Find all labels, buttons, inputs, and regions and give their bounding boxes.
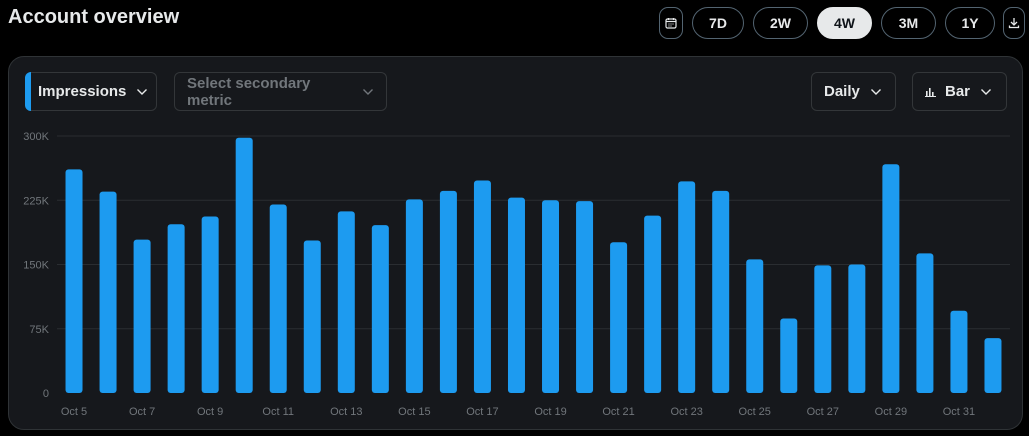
x-tick-label: Oct 15: [398, 406, 430, 418]
x-tick-label: Oct 31: [943, 406, 975, 418]
x-tick-label: Oct 13: [330, 406, 362, 418]
download-button[interactable]: [1003, 7, 1025, 39]
secondary-metric-placeholder: Select secondary metric: [187, 74, 311, 109]
chart-card: Impressions Select secondary metric Dail…: [8, 56, 1023, 430]
x-tick-label: Oct 7: [129, 406, 155, 418]
bar-oct-25[interactable]: [746, 259, 764, 393]
bar-oct-14[interactable]: [371, 225, 389, 393]
chart-bars: [65, 137, 1002, 394]
y-tick-label: 300K: [23, 131, 49, 143]
download-icon: [1008, 17, 1020, 29]
calendar-icon: [665, 17, 677, 29]
x-tick-label: Oct 19: [534, 406, 566, 418]
bar-chart-icon: [925, 86, 936, 97]
x-tick-label: Oct 29: [875, 406, 907, 418]
x-tick-label: Oct 25: [739, 406, 771, 418]
page-title: Account overview: [8, 6, 180, 28]
chart-grid: [57, 135, 1010, 330]
x-tick-label: Oct 21: [602, 406, 634, 418]
metric-color-indicator: [25, 72, 31, 111]
x-axis-ticks: Oct 5 Oct 7 Oct 9 Oct 11 Oct 13 Oct 15 Oct 17 O…: [61, 406, 975, 418]
bar-oct-15[interactable]: [405, 199, 423, 393]
interval-label: Daily: [824, 83, 860, 100]
range-1y-button[interactable]: 1Y: [945, 7, 995, 39]
bar-oct-10[interactable]: [235, 137, 253, 393]
bar-oct-11[interactable]: [269, 204, 287, 393]
bar-oct-16[interactable]: [439, 190, 457, 393]
bar-oct-30[interactable]: [916, 253, 934, 393]
date-range-selector: 7D 2W 4W 3M 1Y: [659, 7, 1025, 39]
bar-oct-27[interactable]: [814, 265, 832, 393]
bar-oct-13[interactable]: [337, 211, 355, 393]
bar-oct-20[interactable]: [576, 201, 594, 393]
x-tick-label: Oct 17: [466, 406, 498, 418]
bar-oct-17[interactable]: [473, 180, 491, 393]
y-tick-label: 75K: [29, 324, 49, 336]
bar-oct-6[interactable]: [99, 191, 117, 393]
x-tick-label: Oct 5: [61, 406, 87, 418]
bar-oct-19[interactable]: [542, 200, 560, 393]
range-3m-button[interactable]: 3M: [881, 7, 936, 39]
x-tick-label: Oct 23: [670, 406, 702, 418]
secondary-metric-select[interactable]: Select secondary metric: [174, 72, 387, 111]
primary-metric-select[interactable]: Impressions: [25, 72, 157, 111]
bar-oct-9[interactable]: [201, 216, 219, 393]
bar-oct-22[interactable]: [644, 215, 662, 393]
bar-oct-29[interactable]: [882, 164, 900, 393]
bar-oct-8[interactable]: [167, 224, 185, 393]
bar-oct-24[interactable]: [712, 190, 730, 393]
range-2w-button[interactable]: 2W: [753, 7, 808, 39]
bar-oct-31[interactable]: [950, 310, 968, 393]
chart-type-label: Bar: [945, 83, 971, 100]
bar-nov-1[interactable]: [984, 338, 1002, 393]
x-tick-label: Oct 9: [197, 406, 223, 418]
bar-oct-18[interactable]: [507, 197, 525, 393]
primary-metric-label: Impressions: [38, 83, 127, 100]
chevron-down-icon: [980, 88, 992, 96]
y-tick-label: 225K: [23, 195, 49, 207]
y-tick-label: 0: [43, 388, 49, 400]
bar-oct-7[interactable]: [133, 239, 151, 393]
bar-oct-26[interactable]: [780, 318, 798, 393]
calendar-button[interactable]: [659, 7, 683, 39]
bar-oct-12[interactable]: [303, 240, 321, 393]
bar-oct-28[interactable]: [848, 264, 866, 394]
bar-oct-5[interactable]: [65, 169, 83, 393]
y-tick-label: 150K: [23, 260, 49, 272]
bar-oct-23[interactable]: [678, 181, 696, 393]
range-7d-button[interactable]: 7D: [692, 7, 744, 39]
interval-select[interactable]: Daily: [811, 72, 896, 111]
chevron-down-icon: [362, 88, 374, 96]
y-axis-ticks: 0 75K 150K 225K 300K: [23, 131, 49, 400]
chevron-down-icon: [136, 88, 148, 96]
chart-type-select[interactable]: Bar: [912, 72, 1007, 111]
bar-oct-21[interactable]: [610, 242, 628, 393]
range-4w-button[interactable]: 4W: [817, 7, 872, 39]
x-tick-label: Oct 27: [807, 406, 839, 418]
chevron-down-icon: [870, 88, 882, 96]
x-tick-label: Oct 11: [262, 406, 294, 418]
